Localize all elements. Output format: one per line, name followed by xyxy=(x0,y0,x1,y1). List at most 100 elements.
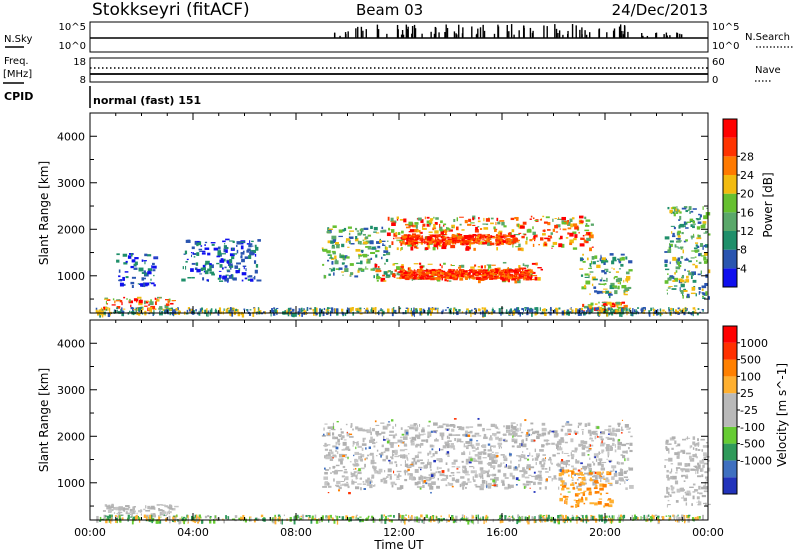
scatter-cell xyxy=(695,467,701,470)
scatter-cell xyxy=(594,435,597,440)
scatter-cell xyxy=(643,514,646,520)
scatter-cell xyxy=(330,258,335,260)
scatter-cell xyxy=(686,307,688,311)
scatter-cell xyxy=(147,268,152,272)
scatter-cell xyxy=(495,426,499,429)
scatter-cell xyxy=(527,228,531,232)
scatter-cell xyxy=(447,238,451,241)
scatter-cell xyxy=(497,428,500,430)
scatter-cell xyxy=(502,269,505,272)
scatter-cell xyxy=(616,305,619,309)
scatter-cell xyxy=(489,272,494,275)
scatter-cell xyxy=(340,428,342,431)
scatter-cell xyxy=(161,511,167,514)
scatter-cell xyxy=(129,508,135,512)
scatter-cell xyxy=(605,309,608,311)
scatter-cell xyxy=(113,310,116,314)
scatter-cell xyxy=(478,473,482,478)
scatter-cell xyxy=(490,453,496,457)
scatter-cell xyxy=(324,442,327,446)
scatter-cell xyxy=(564,441,568,444)
scatter-cell xyxy=(600,442,603,445)
scatter-cell xyxy=(426,216,430,219)
scatter-cell xyxy=(453,273,457,275)
scatter-cell xyxy=(608,294,611,299)
scatter-cell xyxy=(125,260,128,263)
scatter-cell xyxy=(394,269,397,272)
scatter-cell xyxy=(506,430,511,433)
scatter-cell xyxy=(561,487,565,491)
scatter-cell xyxy=(687,518,690,523)
scatter-cell xyxy=(324,471,328,475)
scatter-cell xyxy=(609,518,612,524)
scatter-cell xyxy=(674,480,679,485)
scatter-cell xyxy=(145,300,149,304)
scatter-cell xyxy=(674,272,676,275)
scatter-cell xyxy=(661,516,665,521)
scatter-cell xyxy=(404,448,408,451)
scatter-cell xyxy=(457,438,460,440)
scatter-cell xyxy=(507,267,509,272)
scatter-cell xyxy=(181,278,186,282)
scatter-cell xyxy=(143,300,146,305)
scatter-cell xyxy=(627,431,631,433)
scatter-cell xyxy=(378,453,382,455)
scatter-cell xyxy=(174,312,177,316)
scatter-cell xyxy=(172,309,175,313)
scatter-cell xyxy=(437,238,440,240)
scatter-cell xyxy=(552,478,558,480)
scatter-cell xyxy=(606,301,612,305)
scatter-cell xyxy=(609,445,613,448)
scatter-cell xyxy=(326,250,331,254)
scatter-cell xyxy=(247,275,250,278)
scatter-cell xyxy=(461,242,465,246)
scatter-cell xyxy=(423,241,427,243)
scatter-cell xyxy=(584,229,590,232)
scatter-cell xyxy=(412,234,417,237)
scatter-cell xyxy=(585,514,588,519)
scatter-cell xyxy=(521,474,525,478)
scatter-cell xyxy=(664,465,666,469)
scatter-cell xyxy=(604,282,607,285)
scatter-cell xyxy=(477,226,480,228)
scatter-cell xyxy=(327,452,331,455)
scatter-cell xyxy=(547,311,550,314)
scatter-cell xyxy=(607,455,609,458)
scatter-cell xyxy=(611,302,615,306)
scatter-cell xyxy=(465,462,469,465)
scatter-cell xyxy=(426,242,429,246)
scatter-cell xyxy=(581,429,585,431)
scatter-cell xyxy=(617,306,623,309)
scatter-cell xyxy=(115,300,120,302)
scatter-cell xyxy=(409,426,414,430)
scatter-cell xyxy=(360,455,363,459)
scatter-cell xyxy=(460,274,466,278)
scatter-cell xyxy=(484,273,487,277)
scatter-cell xyxy=(144,260,146,265)
scatter-cell xyxy=(438,244,442,247)
scatter-cell xyxy=(702,221,707,224)
scatter-cell xyxy=(129,298,131,303)
scatter-cell xyxy=(494,480,497,483)
scatter-cell xyxy=(593,487,598,490)
scatter-cell xyxy=(383,271,388,275)
scatter-cell xyxy=(676,455,680,459)
scatter-cell xyxy=(605,479,610,483)
scatter-cell xyxy=(451,428,455,432)
scatter-cell xyxy=(526,480,530,484)
scatter-cell xyxy=(590,302,594,306)
scatter-cell xyxy=(434,439,439,442)
scatter-cell xyxy=(367,254,369,257)
scatter-cell xyxy=(563,461,569,465)
scatter-cell xyxy=(414,461,418,465)
scatter-cell xyxy=(619,257,622,262)
scatter-cell xyxy=(529,239,533,242)
scatter-cell xyxy=(158,508,161,510)
scatter-cell xyxy=(461,452,466,456)
scatter-cell xyxy=(467,478,470,481)
scatter-cell xyxy=(588,305,593,308)
scatter-cell xyxy=(347,246,350,248)
scatter-cell xyxy=(197,242,201,245)
scatter-cell xyxy=(567,311,570,316)
scatter-cell xyxy=(371,480,373,483)
